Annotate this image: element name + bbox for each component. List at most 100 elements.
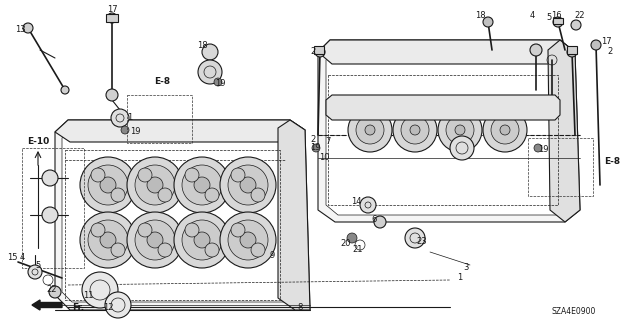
Circle shape xyxy=(158,243,172,257)
Text: 18: 18 xyxy=(196,41,207,49)
Circle shape xyxy=(483,17,493,27)
Circle shape xyxy=(80,212,136,268)
Circle shape xyxy=(312,144,320,152)
Circle shape xyxy=(251,243,265,257)
Circle shape xyxy=(61,86,69,94)
Text: 18: 18 xyxy=(475,11,485,19)
Text: 5: 5 xyxy=(35,262,40,271)
Circle shape xyxy=(410,125,420,135)
Text: 4: 4 xyxy=(529,11,534,19)
Circle shape xyxy=(220,212,276,268)
Polygon shape xyxy=(318,40,575,64)
Circle shape xyxy=(23,23,33,33)
Polygon shape xyxy=(326,50,572,215)
Text: 2: 2 xyxy=(311,136,316,145)
Text: 12: 12 xyxy=(103,303,113,313)
Circle shape xyxy=(198,60,222,84)
Circle shape xyxy=(106,89,118,101)
Bar xyxy=(22,148,84,268)
Circle shape xyxy=(121,126,129,134)
Circle shape xyxy=(182,220,222,260)
Circle shape xyxy=(147,232,163,248)
Text: 14: 14 xyxy=(351,197,361,206)
FancyArrow shape xyxy=(32,300,62,310)
Circle shape xyxy=(174,157,230,213)
Text: 1: 1 xyxy=(458,273,463,283)
Bar xyxy=(314,46,324,54)
Text: 17: 17 xyxy=(107,5,117,14)
Text: E-8: E-8 xyxy=(604,158,620,167)
Text: 7: 7 xyxy=(325,137,331,146)
Text: 4: 4 xyxy=(19,254,24,263)
Circle shape xyxy=(315,47,325,57)
Circle shape xyxy=(374,216,386,228)
Text: 21: 21 xyxy=(353,246,364,255)
Text: 19: 19 xyxy=(538,145,548,154)
Circle shape xyxy=(483,108,527,152)
Circle shape xyxy=(530,44,542,56)
Circle shape xyxy=(49,286,61,298)
Text: 5: 5 xyxy=(547,13,552,23)
Text: 20: 20 xyxy=(340,239,351,248)
Polygon shape xyxy=(55,120,305,142)
Circle shape xyxy=(127,157,183,213)
Polygon shape xyxy=(278,120,310,310)
Circle shape xyxy=(228,165,268,205)
Polygon shape xyxy=(62,128,302,302)
Circle shape xyxy=(194,232,210,248)
Circle shape xyxy=(107,13,117,23)
Circle shape xyxy=(82,272,118,308)
Circle shape xyxy=(174,212,230,268)
Text: 10: 10 xyxy=(319,153,330,162)
Circle shape xyxy=(567,47,577,57)
Text: 3: 3 xyxy=(463,263,468,272)
Circle shape xyxy=(450,136,474,160)
Text: 22: 22 xyxy=(47,286,57,294)
Circle shape xyxy=(393,108,437,152)
Text: E-8: E-8 xyxy=(154,78,170,86)
Circle shape xyxy=(111,243,125,257)
Circle shape xyxy=(356,116,384,144)
Circle shape xyxy=(147,177,163,193)
Circle shape xyxy=(228,220,268,260)
Circle shape xyxy=(455,125,465,135)
Circle shape xyxy=(158,188,172,202)
Bar xyxy=(106,14,118,22)
Circle shape xyxy=(111,188,125,202)
Circle shape xyxy=(591,40,601,50)
Circle shape xyxy=(251,188,265,202)
Circle shape xyxy=(446,116,474,144)
Text: 9: 9 xyxy=(269,250,275,259)
Text: 19: 19 xyxy=(130,128,140,137)
Circle shape xyxy=(127,212,183,268)
Bar xyxy=(528,138,593,196)
Text: 1: 1 xyxy=(127,114,132,122)
Circle shape xyxy=(240,232,256,248)
Circle shape xyxy=(135,165,175,205)
Text: Fr.: Fr. xyxy=(72,303,84,313)
Circle shape xyxy=(28,265,42,279)
Text: 2: 2 xyxy=(311,48,316,56)
Circle shape xyxy=(88,165,128,205)
Circle shape xyxy=(185,223,199,237)
Text: 22: 22 xyxy=(575,11,585,19)
Circle shape xyxy=(401,116,429,144)
Circle shape xyxy=(231,223,245,237)
Circle shape xyxy=(347,233,357,243)
Circle shape xyxy=(205,243,219,257)
Circle shape xyxy=(80,157,136,213)
Text: 13: 13 xyxy=(15,26,26,34)
Text: 8: 8 xyxy=(298,303,303,313)
Circle shape xyxy=(88,220,128,260)
Circle shape xyxy=(214,78,222,86)
Circle shape xyxy=(553,17,563,27)
Circle shape xyxy=(231,168,245,182)
Text: 17: 17 xyxy=(601,38,611,47)
Polygon shape xyxy=(55,120,310,310)
Circle shape xyxy=(534,144,542,152)
Circle shape xyxy=(571,20,581,30)
Circle shape xyxy=(220,157,276,213)
Circle shape xyxy=(348,108,392,152)
Text: 19: 19 xyxy=(310,144,320,152)
Circle shape xyxy=(100,232,116,248)
